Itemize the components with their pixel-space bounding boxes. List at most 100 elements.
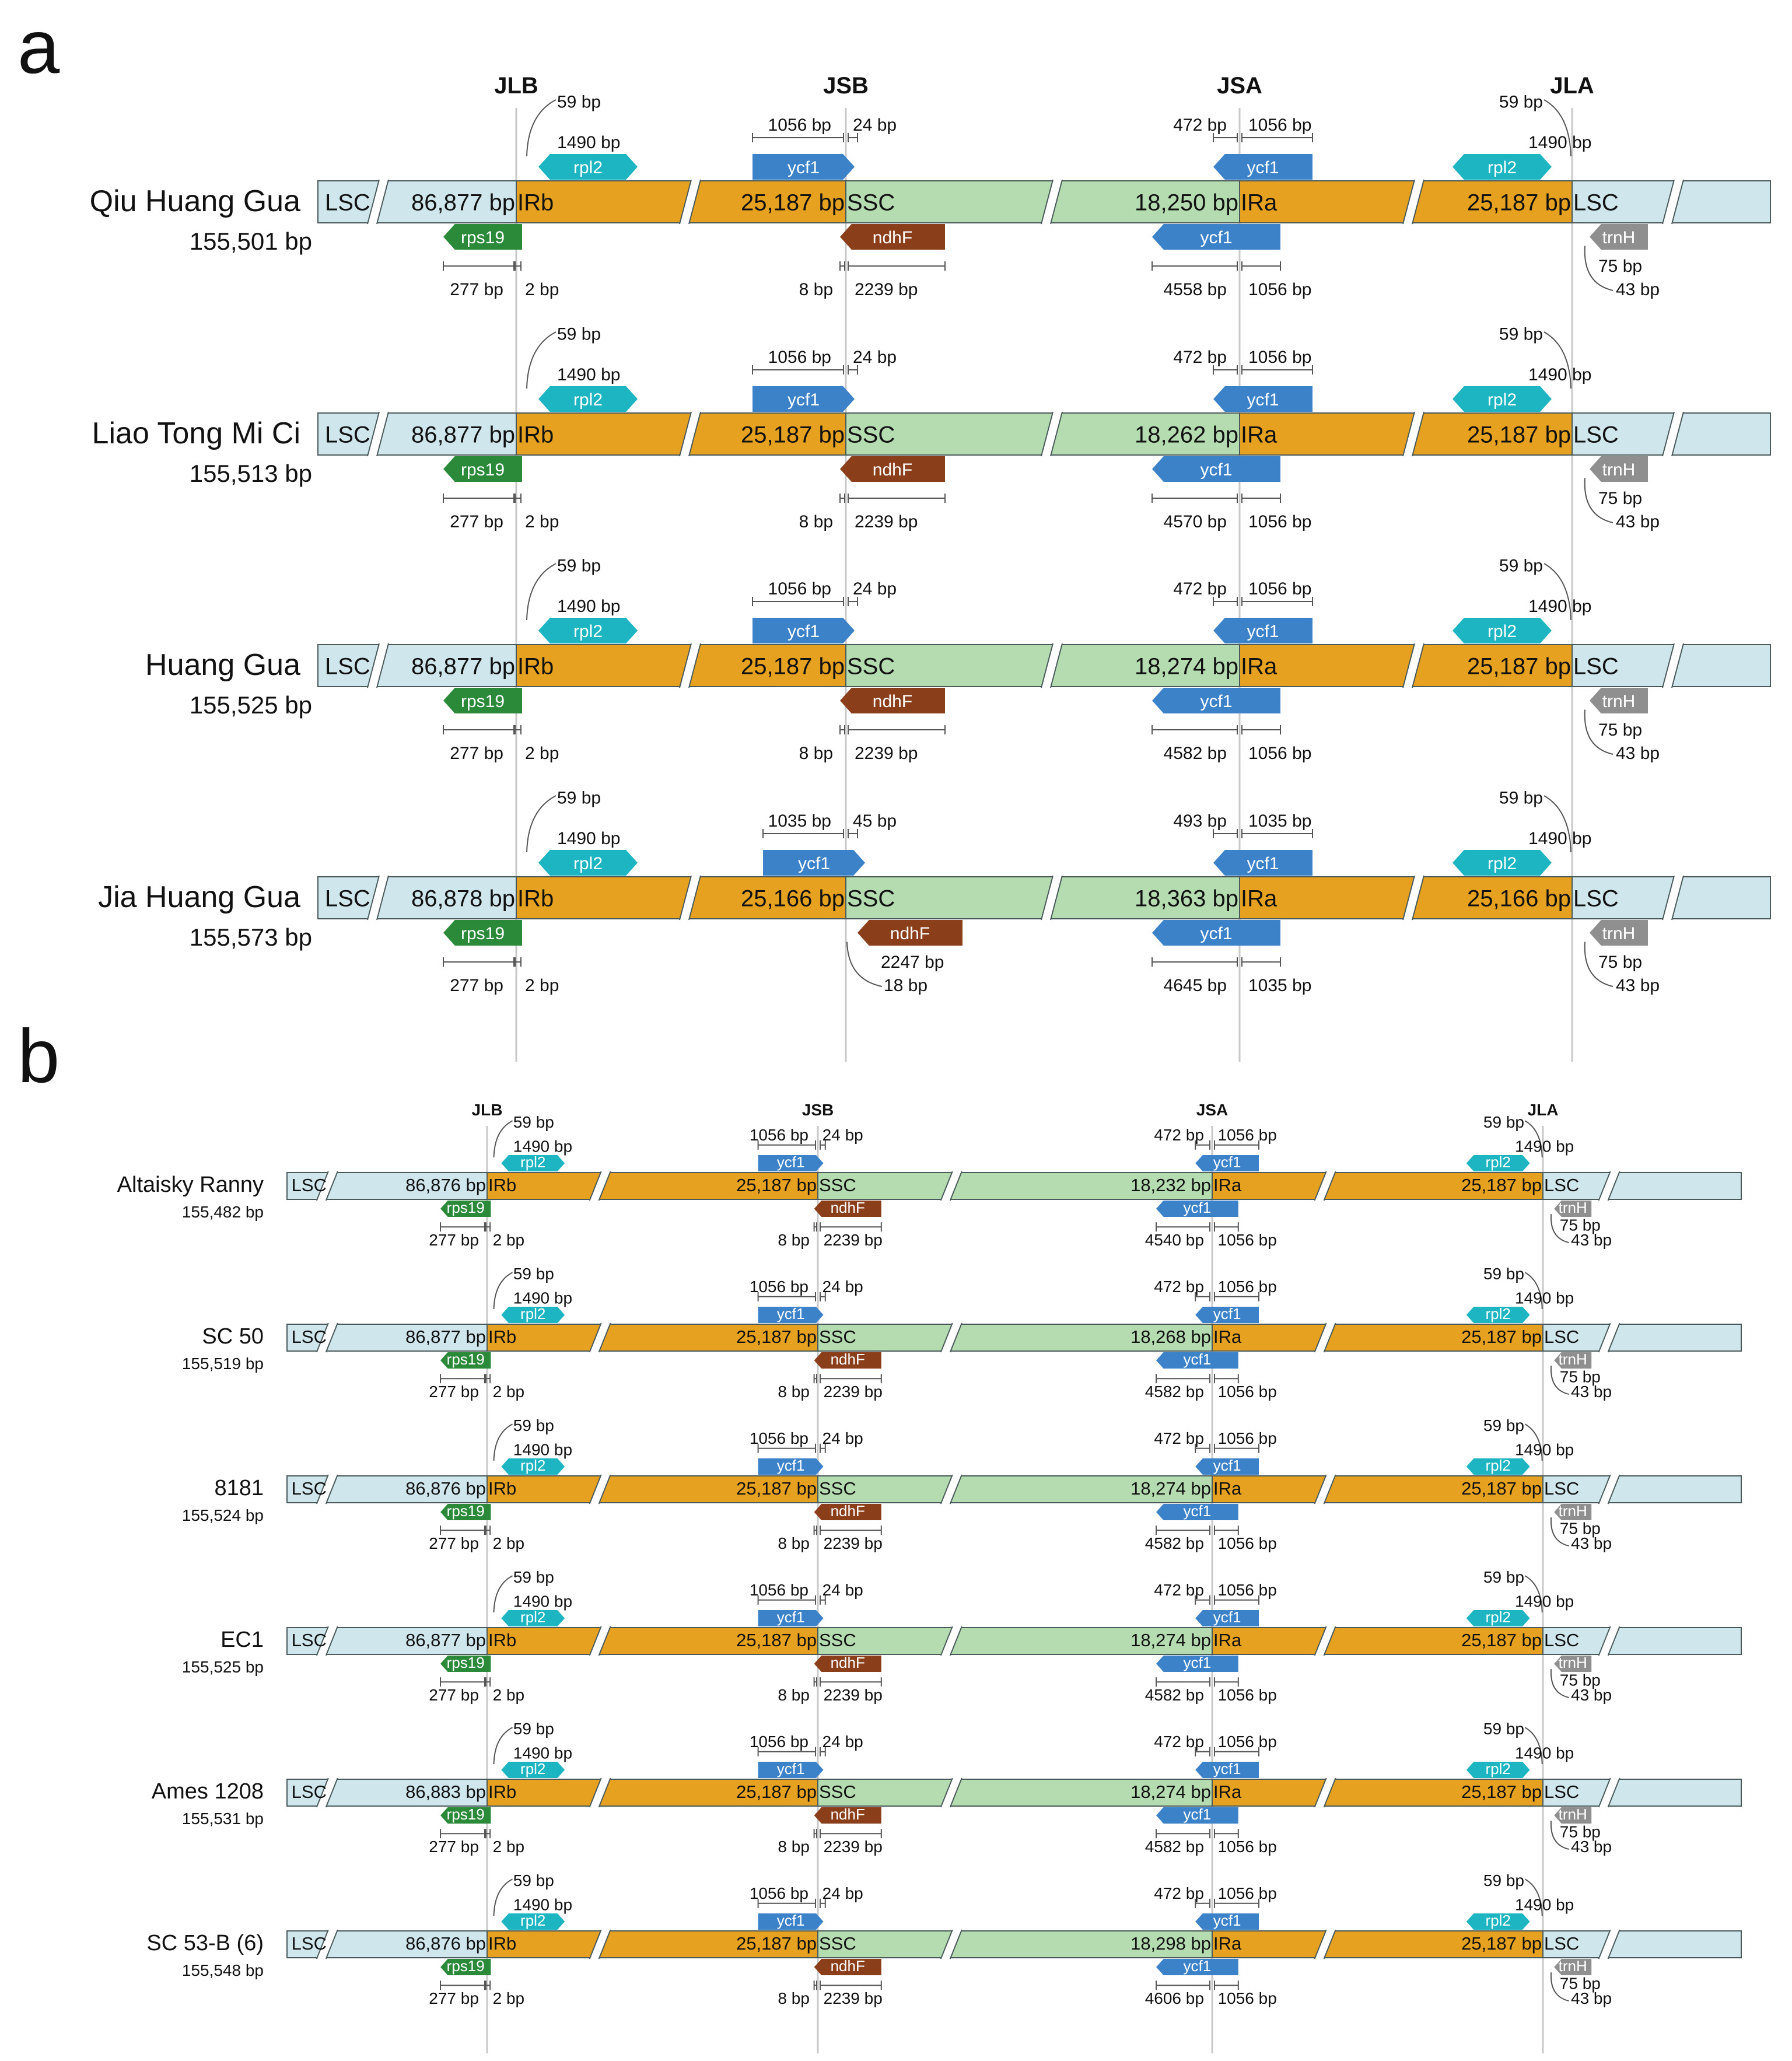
rps19-gene-label: rps19 [461, 460, 505, 480]
trnH-gene-label: trnH [1602, 692, 1636, 711]
bp-label: 75 bp [1560, 1520, 1601, 1538]
curve-pointer [1550, 1821, 1570, 1850]
break-mark-edge [376, 875, 389, 921]
break-mark [1314, 1171, 1336, 1201]
bp-label: 277 bp [450, 280, 503, 299]
rps19-gene-label: rps19 [447, 1957, 485, 1975]
break-mark-edge [1607, 1322, 1620, 1353]
break-mark-edge [940, 1626, 953, 1656]
ssc-length: 18,250 bp [1135, 190, 1238, 215]
bp-label: 1490 bp [1515, 1289, 1574, 1307]
genome-size: 155,482 bp [182, 1203, 264, 1221]
rpl2-gene-label: rpl2 [1486, 1457, 1511, 1474]
bp-label: 59 bp [557, 557, 601, 576]
bp-label: 277 bp [429, 1686, 479, 1704]
species-name: 8181 [214, 1476, 264, 1500]
bp-label: 1056 bp [1218, 1534, 1277, 1552]
rps19-gene-label: rps19 [461, 924, 505, 943]
ycf1-fragment-label: ycf1 [1184, 1350, 1212, 1368]
bp-label: 4540 bp [1145, 1231, 1204, 1249]
rpl2-gene-label: rpl2 [520, 1153, 545, 1171]
bp-label: 59 bp [513, 1113, 554, 1131]
bp-label: 1490 bp [557, 597, 620, 616]
trnH-gene [1554, 1352, 1592, 1369]
break-mark-edge [1671, 179, 1684, 225]
break-mark [589, 1171, 611, 1201]
break-mark-edge [1412, 179, 1424, 225]
break-mark-edge [1314, 1777, 1327, 1808]
break-mark-edge [325, 1777, 338, 1808]
break-mark-edge [1662, 179, 1675, 225]
bp-label: 1035 bp [1248, 811, 1311, 831]
break-mark [1403, 180, 1424, 224]
junction-label-jlb: JLB [472, 1101, 503, 1119]
trnH-gene [1590, 456, 1648, 482]
bp-label: 2 bp [525, 744, 559, 763]
genome-size: 155,573 bp [190, 923, 312, 951]
ndhF-gene-label: ndhF [831, 1654, 865, 1671]
ycf1-fragment-gene [1156, 1959, 1238, 1975]
break-mark-edge [1607, 1626, 1620, 1656]
ira-label: IRa [1213, 1630, 1242, 1650]
bp-label: 43 bp [1571, 1989, 1612, 2007]
bp-label: 472 bp [1154, 1733, 1204, 1751]
bp-label: 4570 bp [1164, 512, 1227, 531]
rps19-gene [440, 1201, 491, 1217]
ira-length: 25,187 bp [1467, 190, 1571, 215]
break-mark [1314, 1778, 1336, 1807]
ycf1-gene-label: ycf1 [1213, 1153, 1241, 1171]
break-mark-edge [940, 1474, 953, 1504]
break-mark-edge [949, 1322, 963, 1353]
bp-label: 8 bp [799, 512, 833, 531]
break-mark-edge [589, 1626, 602, 1656]
ycf1-gene-label: ycf1 [1213, 1608, 1241, 1626]
rps19-gene [440, 1504, 491, 1520]
break-mark-edge [688, 875, 701, 921]
break-mark-edge [589, 1777, 602, 1808]
trnH-gene [1590, 224, 1648, 250]
break-mark [589, 1778, 611, 1807]
ira-label: IRa [1241, 886, 1278, 911]
lsc-length: 86,876 bp [405, 1175, 486, 1195]
irb-label: IRb [488, 1933, 516, 1954]
lsc-region-right [1542, 1324, 1742, 1352]
lsc-label: LSC [325, 653, 370, 679]
curve-pointer [493, 1575, 513, 1613]
break-mark-edge [598, 1171, 611, 1201]
bp-label: 59 bp [1483, 1568, 1524, 1586]
curve-pointer [526, 99, 556, 157]
lsc-region-right [1542, 1475, 1742, 1503]
ndhF-gene-label: ndhF [831, 1805, 865, 1823]
ycf1-fragment-gene [1156, 1807, 1238, 1824]
species-name: Qiu Huang Gua [90, 184, 300, 218]
break-mark-edge [598, 1322, 611, 1353]
genome-size: 155,513 bp [190, 460, 312, 487]
lsc-label: LSC [292, 1478, 327, 1499]
break-mark-edge [367, 875, 380, 921]
curve-pointer [1524, 1575, 1543, 1613]
break-mark [316, 1778, 338, 1807]
ssc-region [817, 1930, 1213, 1958]
lsc-label-right: LSC [1544, 1175, 1579, 1195]
rpl2-gene-label: rpl2 [573, 158, 603, 177]
rpl2-gene-label: rpl2 [1488, 158, 1517, 177]
ssc-region [817, 1172, 1213, 1200]
rpl2-gene-jla [1466, 1762, 1530, 1778]
curve-pointer [1584, 709, 1614, 755]
ndhF-gene-label: ndhF [890, 924, 930, 943]
bp-label: 1490 bp [1515, 1592, 1574, 1610]
ycf1-fragment-gene [1156, 1504, 1238, 1520]
bp-label: 8 bp [778, 1838, 810, 1856]
curve-pointer [1550, 1517, 1570, 1547]
bp-label: 4582 bp [1164, 744, 1227, 763]
break-mark-edge [1041, 875, 1054, 921]
ycf1-fragment-gene [1152, 224, 1280, 250]
rpl2-gene-jlb [538, 618, 638, 643]
species-name: SC 53-B (6) [146, 1931, 264, 1955]
break-mark-edge [325, 1474, 338, 1504]
ycf1-gene-label: ycf1 [1213, 1457, 1241, 1474]
ira-length: 25,187 bp [1461, 1630, 1542, 1650]
bp-label: 2 bp [493, 1534, 525, 1552]
bp-label: 472 bp [1154, 1884, 1204, 1902]
